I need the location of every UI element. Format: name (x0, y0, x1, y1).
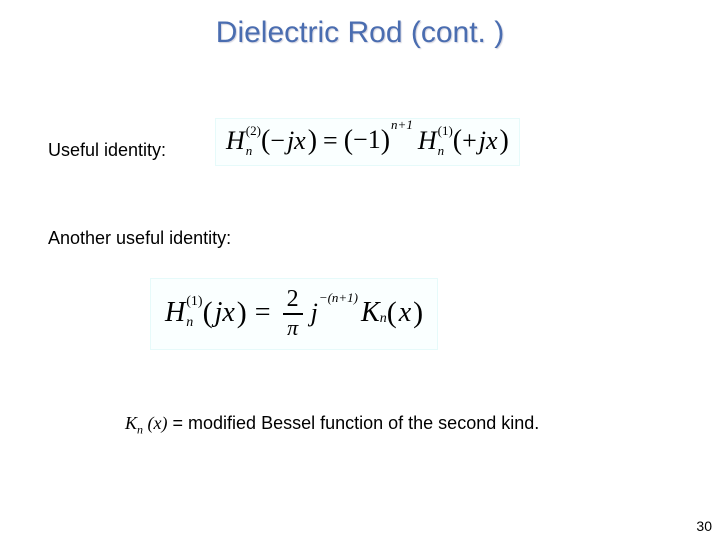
eq2-lparen2: ( (387, 296, 397, 330)
eq1-neg1-exp: n+1 (391, 117, 413, 133)
eq1-supsub2: (1) n (438, 128, 453, 154)
label-useful-identity: Useful identity: (48, 140, 166, 161)
defn-eq: = (168, 413, 189, 433)
defn-K: K (125, 413, 137, 433)
eq1-sup2: (1) (438, 124, 453, 137)
eq2-frac-den: π (283, 315, 302, 339)
page-number: 30 (696, 518, 712, 534)
eq2-arg-x: x (399, 297, 411, 329)
eq1-neg1-base: −1 (353, 125, 381, 155)
eq1-neg: − (270, 126, 285, 156)
eq2-rparen1: ) (237, 296, 247, 330)
eq1-H1: H (226, 126, 245, 156)
eq1-sub2: n (438, 144, 453, 157)
defn-x: x (154, 413, 162, 433)
eq2-j-exp: −(n+1) (319, 290, 358, 306)
equation-1: H (2) n ( − jx ) = ( −1 ) n+1 H (1) n ( … (215, 118, 520, 166)
eq1-plus: + (462, 126, 477, 156)
eq1-arg2: jx (479, 126, 498, 156)
equation-2-row: H (1) n ( jx ) = 2 π j −(n+1) K n ( x ) (165, 287, 423, 339)
bessel-definition: Kn (x) = modified Bessel function of the… (125, 413, 539, 438)
eq2-fraction: 2 π (283, 287, 303, 339)
eq1-rparen3: ) (500, 125, 509, 157)
eq1-neg1-power: ( −1 ) n+1 (344, 125, 412, 157)
slide-title: Dielectric Rod (cont. ) (0, 0, 720, 50)
eq2-sub: n (186, 316, 202, 330)
eq1-sup1: (2) (246, 124, 261, 137)
eq2-arg-jx: jx (215, 297, 235, 329)
eq1-H2: H (418, 126, 437, 156)
eq2-H: H (165, 297, 185, 329)
eq2-sup: (1) (186, 295, 202, 309)
eq1-lparen3: ( (453, 125, 462, 157)
defn-text: modified Bessel function of the second k… (188, 413, 539, 433)
eq1-equals: = (323, 126, 338, 156)
eq1-lparen1: ( (261, 125, 270, 157)
label-another-identity: Another useful identity: (48, 228, 231, 249)
eq2-frac-num: 2 (283, 287, 303, 313)
eq2-j: j (311, 298, 318, 328)
eq1-supsub1: (2) n (246, 128, 261, 154)
eq2-Ksub: n (380, 311, 387, 327)
eq1-rparen2: ) (381, 125, 390, 157)
eq1-arg1: jx (287, 126, 306, 156)
eq1-sub1: n (246, 144, 261, 157)
eq2-supsub: (1) n (186, 299, 202, 327)
eq2-lparen1: ( (203, 296, 213, 330)
equation-1-row: H (2) n ( − jx ) = ( −1 ) n+1 H (1) n ( … (226, 125, 509, 157)
eq2-equals: = (255, 297, 271, 329)
eq1-rparen1: ) (308, 125, 317, 157)
eq2-rparen2: ) (413, 296, 423, 330)
eq2-j-power: j −(n+1) (311, 298, 357, 328)
eq1-lparen2: ( (344, 125, 353, 157)
eq2-K: K (361, 297, 380, 329)
equation-2: H (1) n ( jx ) = 2 π j −(n+1) K n ( x ) (150, 278, 438, 350)
